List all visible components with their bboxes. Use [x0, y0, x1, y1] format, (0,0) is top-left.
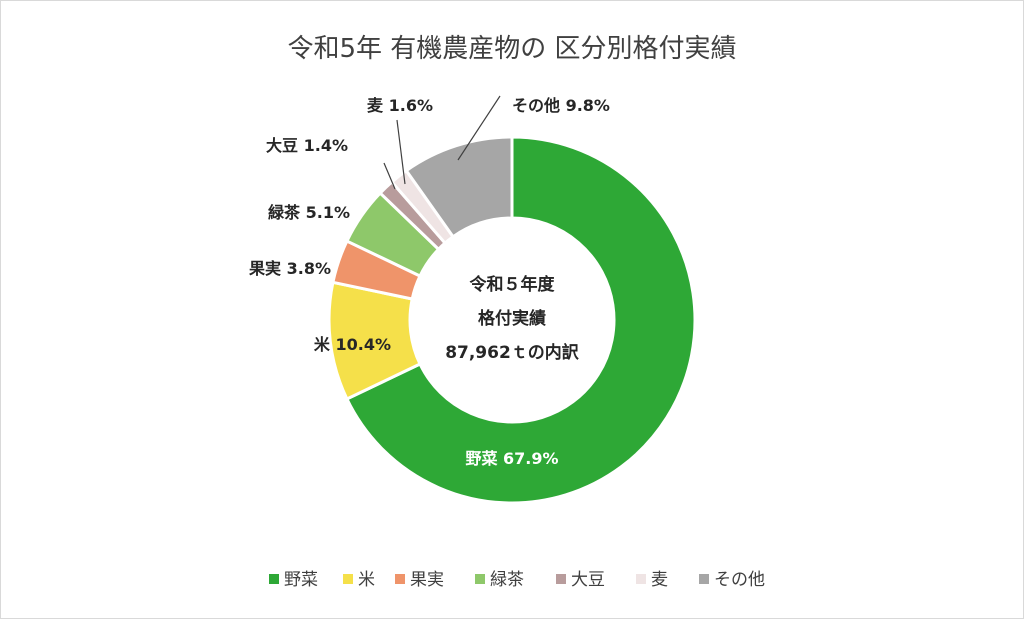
- data-label-2: 果実 3.8%: [248, 259, 331, 278]
- legend-label-1: 米: [358, 570, 375, 590]
- legend-swatch-5: [636, 574, 646, 584]
- legend-label-0: 野菜: [284, 570, 318, 590]
- leader-line-5: [396, 119, 406, 185]
- data-label-4: 大豆 1.4%: [266, 136, 348, 155]
- legend-label-3: 緑茶: [490, 570, 524, 590]
- data-label-0: 野菜 67.9%: [465, 449, 558, 468]
- legend-label-2: 果実: [410, 570, 444, 590]
- data-label-1: 米 10.4%: [314, 335, 391, 354]
- data-label-5: 麦 1.6%: [367, 96, 433, 115]
- legend-swatch-3: [475, 574, 485, 584]
- data-label-6: その他 9.8%: [512, 96, 610, 115]
- legend-swatch-0: [269, 574, 279, 584]
- legend-label-6: その他: [714, 570, 765, 590]
- legend: 野菜 米 果実 緑茶 大豆 麦 その他: [269, 570, 765, 590]
- center-text-line-3: 87,962ｔの内訳: [445, 342, 580, 363]
- chart-title: 令和5年 有機農産物の 区分別格付実績: [287, 34, 736, 64]
- legend-label-5: 麦: [651, 570, 668, 590]
- legend-label-4: 大豆: [571, 570, 605, 590]
- legend-swatch-2: [395, 574, 405, 584]
- legend-swatch-4: [556, 574, 566, 584]
- leader-lines-group: [383, 95, 501, 190]
- legend-swatch-6: [699, 574, 709, 584]
- legend-swatch-1: [343, 574, 353, 584]
- data-labels-group: 野菜 67.9% 米 10.4% 果実 3.8% 緑茶 5.1% 大豆 1.4% 麦 1.…: [248, 96, 610, 468]
- leader-line-4: [383, 162, 396, 190]
- slice-6: [404, 135, 514, 239]
- leader-line-6: [457, 95, 501, 161]
- center-text-line-2: 格付実績: [478, 308, 546, 329]
- data-label-3: 緑茶 5.1%: [268, 203, 350, 222]
- center-text-line-1: 令和５年度: [470, 274, 556, 295]
- slice-0: [344, 135, 697, 505]
- slices-group: [327, 135, 697, 505]
- center-text-group: 令和５年度 格付実績 87,962ｔの内訳: [445, 274, 580, 363]
